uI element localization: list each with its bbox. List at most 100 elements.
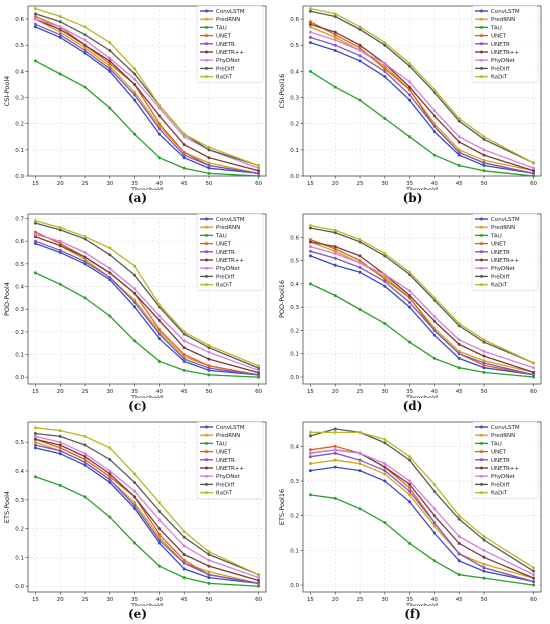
data-point bbox=[58, 449, 62, 453]
data-point bbox=[207, 368, 211, 372]
data-point bbox=[83, 457, 87, 461]
data-point bbox=[333, 256, 337, 260]
series-convlstm bbox=[308, 254, 536, 377]
data-point bbox=[58, 25, 62, 29]
data-point bbox=[33, 443, 37, 447]
x-tick-label: 25 bbox=[357, 389, 364, 395]
legend-swatch-marker bbox=[205, 283, 208, 287]
data-point bbox=[432, 531, 436, 535]
data-point bbox=[133, 339, 137, 343]
y-tick-label: 0.4 bbox=[15, 69, 24, 75]
data-point bbox=[358, 259, 362, 263]
data-point bbox=[182, 339, 186, 343]
data-point bbox=[157, 122, 161, 126]
data-point bbox=[157, 332, 161, 336]
data-point bbox=[383, 252, 387, 256]
legend-swatch-marker bbox=[205, 250, 208, 254]
legend-entry: UNETR++ bbox=[491, 258, 519, 264]
data-point bbox=[358, 458, 362, 462]
x-tick-label: 30 bbox=[106, 181, 113, 187]
x-tick-label: 45 bbox=[181, 181, 188, 187]
y-tick-label: 0.0 bbox=[15, 174, 24, 180]
data-point bbox=[482, 576, 486, 580]
data-point bbox=[207, 553, 211, 557]
data-point bbox=[308, 30, 312, 34]
data-point bbox=[33, 446, 37, 450]
data-point bbox=[157, 319, 161, 323]
data-point bbox=[383, 437, 387, 441]
data-point bbox=[358, 254, 362, 258]
y-tick-label: 0.5 bbox=[15, 43, 24, 49]
data-point bbox=[33, 232, 37, 236]
data-point bbox=[108, 475, 112, 479]
legend: ConvLSTM PredRNN TAU UNET UNETR UNETR++ PhyDNe… bbox=[471, 5, 539, 84]
y-axis-label: ETS-Pool16 bbox=[278, 489, 286, 525]
data-point bbox=[157, 337, 161, 341]
data-point bbox=[432, 153, 436, 157]
y-tick-label: 0.1 bbox=[15, 148, 24, 154]
series-tau bbox=[308, 282, 536, 379]
legend-swatch-marker bbox=[205, 491, 208, 495]
data-point bbox=[358, 98, 362, 102]
data-point bbox=[408, 289, 412, 293]
legend-entry: RaDiT bbox=[491, 75, 508, 81]
data-point bbox=[408, 493, 412, 497]
data-point bbox=[308, 455, 312, 459]
data-point bbox=[182, 166, 186, 170]
data-point bbox=[532, 174, 536, 178]
data-point bbox=[207, 166, 211, 170]
data-point bbox=[457, 366, 461, 370]
y-tick-label: 0.5 bbox=[290, 43, 299, 49]
panel-b: 15 20 25 30 35 40 45 50 60 0.0 0.1 0.2 0.3 0.4 0.5 0.6 T… bbox=[275, 0, 550, 208]
data-point bbox=[108, 271, 112, 275]
data-point bbox=[33, 14, 37, 18]
data-point bbox=[408, 62, 412, 66]
legend: ConvLSTM PredRNN TAU UNET UNETR UNETR++ PhyDNe… bbox=[471, 213, 539, 292]
y-axis-label: POD-Pool4 bbox=[3, 282, 11, 316]
data-point bbox=[58, 440, 62, 444]
data-point bbox=[432, 514, 436, 518]
legend-entry: PreDiff bbox=[216, 274, 235, 280]
legend-entry: TAU bbox=[490, 441, 502, 447]
x-tick-label: 30 bbox=[106, 597, 113, 603]
plot-frame bbox=[27, 213, 267, 385]
data-point bbox=[33, 434, 37, 438]
data-point bbox=[257, 169, 261, 173]
data-point bbox=[482, 161, 486, 165]
data-point bbox=[83, 46, 87, 50]
x-tick-label: 15 bbox=[32, 181, 39, 187]
data-point bbox=[33, 25, 37, 29]
legend-entry: ConvLSTM bbox=[216, 425, 245, 431]
data-point bbox=[58, 241, 62, 245]
data-point bbox=[157, 527, 161, 531]
x-tick-label: 35 bbox=[406, 597, 413, 603]
data-point bbox=[532, 171, 536, 175]
y-axis-label: ETS-Pool4 bbox=[3, 491, 11, 523]
data-point bbox=[432, 559, 436, 563]
data-point bbox=[207, 164, 211, 168]
data-point bbox=[482, 548, 486, 552]
y-tick-label: 0.5 bbox=[15, 440, 24, 446]
data-point bbox=[482, 534, 486, 538]
data-point bbox=[83, 38, 87, 42]
x-tick-label: 30 bbox=[381, 181, 388, 187]
data-point bbox=[457, 153, 461, 157]
data-point bbox=[207, 576, 211, 580]
legend-box bbox=[471, 5, 539, 84]
data-point bbox=[33, 437, 37, 441]
data-point bbox=[383, 472, 387, 476]
data-point bbox=[457, 514, 461, 518]
legend-entry: TAU bbox=[215, 25, 227, 31]
data-point bbox=[182, 567, 186, 571]
data-point bbox=[182, 544, 186, 548]
plot-frame bbox=[302, 5, 542, 177]
data-point bbox=[482, 135, 486, 139]
data-point bbox=[133, 72, 137, 76]
data-point bbox=[83, 455, 87, 459]
plot-frame bbox=[302, 213, 542, 385]
x-tick-label: 45 bbox=[456, 389, 463, 395]
data-point bbox=[308, 448, 312, 452]
legend-entry: PhyDNet bbox=[216, 58, 241, 64]
legend-swatch-marker bbox=[205, 458, 208, 462]
data-point bbox=[432, 109, 436, 113]
